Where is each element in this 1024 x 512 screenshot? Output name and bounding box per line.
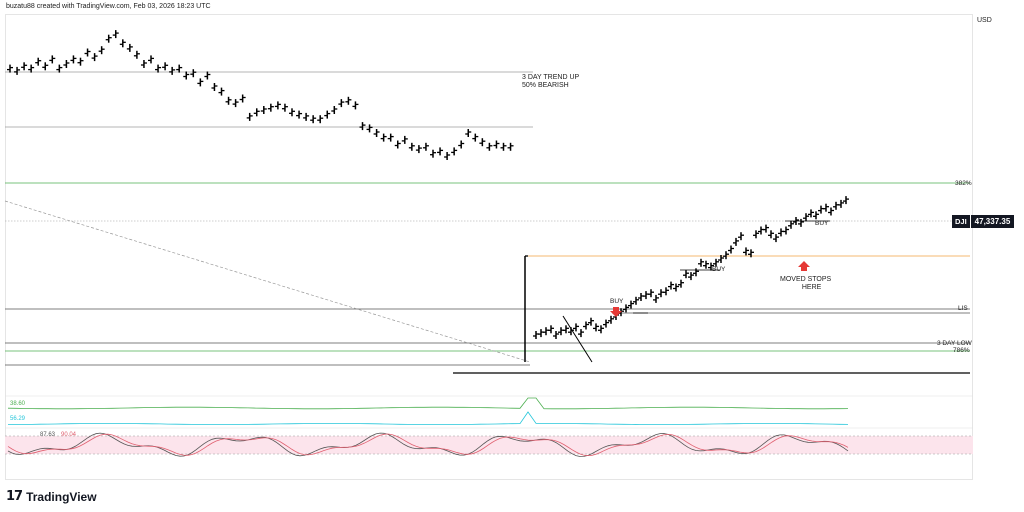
tradingview-logo: 17 TradingView	[6, 489, 97, 504]
buy-label-2: BUY	[712, 266, 726, 273]
stoch-k-value: 87.63	[40, 432, 56, 438]
logo-mark: 17	[6, 489, 23, 504]
fib786-label: 786%	[953, 347, 970, 354]
logo-text: TradingView	[26, 489, 97, 504]
price-symbol: DJI	[952, 215, 970, 228]
trend-note: 3 DAY TREND UP 50% BEARISH	[522, 74, 579, 90]
buy-label-3: BUY	[815, 220, 829, 227]
trend-note-line-2: 50% BEARISH	[522, 82, 569, 89]
moved-stops-line-2: HERE	[801, 284, 822, 291]
chart-header: buzatu88 created with TradingView.com, F…	[6, 3, 211, 10]
swing-line	[562, 315, 593, 363]
stoch-d-value: 90.04	[61, 432, 77, 438]
indicator2-value: 56.29	[10, 416, 26, 422]
buy-arrow-icon	[610, 307, 622, 317]
price-tag: DJI 47,337.35	[952, 215, 1015, 228]
chart-frame	[5, 14, 973, 480]
buy-label-1: BUY	[610, 298, 624, 305]
stoch-d-line	[7, 433, 849, 457]
indicator2-line	[7, 411, 849, 426]
moved-stops-line-1: MOVED STOPS	[780, 276, 832, 283]
trend-note-line-1: 3 DAY TREND UP	[522, 74, 580, 81]
fib382-label: 382%	[955, 180, 972, 187]
three-day-low-label: 3 DAY LOW	[937, 340, 972, 347]
lis-label: LIS	[958, 305, 968, 312]
price-value: 47,337.35	[970, 215, 1015, 228]
indicator1-line	[7, 397, 849, 410]
indicator1-value: 38.60	[10, 401, 26, 407]
dashed-trendline	[4, 200, 531, 363]
currency-label: USD	[977, 17, 992, 24]
stop-arrow-icon	[798, 261, 810, 271]
moved-stops-note: MOVED STOPS HERE	[780, 276, 831, 292]
